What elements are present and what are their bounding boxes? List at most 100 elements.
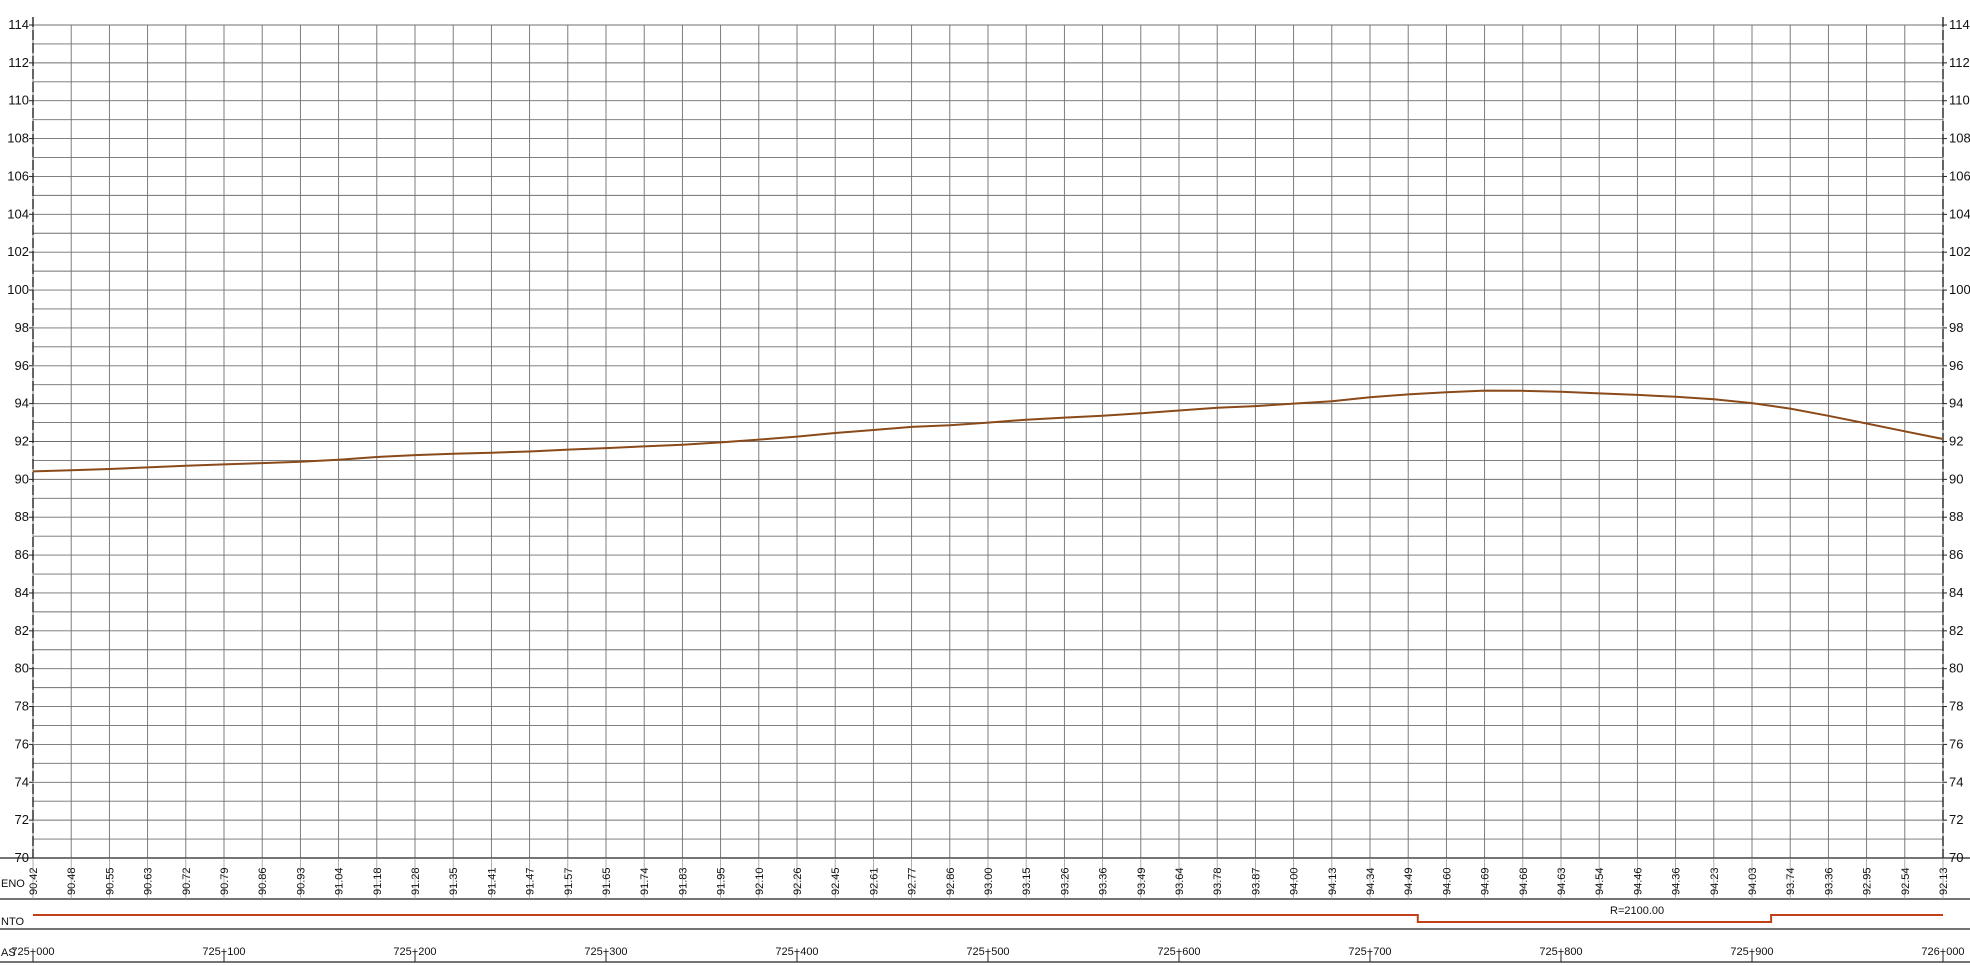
station-label: 725+400: [775, 946, 818, 958]
y-tick-label: 114: [8, 17, 29, 32]
elevation-value: 90.86: [257, 867, 269, 895]
elevation-value: 93.00: [983, 867, 995, 895]
station-label: 725+200: [393, 946, 436, 958]
elevation-value: 94.00: [1289, 867, 1301, 895]
y-tick-label: 78: [1949, 699, 1963, 714]
elevation-value: 90.63: [143, 867, 155, 895]
elevation-value: 93.78: [1212, 867, 1224, 895]
elevation-value: 91.47: [525, 867, 537, 895]
elevation-value: 94.34: [1365, 867, 1377, 895]
y-tick-label: 88: [1949, 509, 1963, 524]
alignment-diagram: [33, 914, 1943, 923]
chart-axes: [0, 17, 1970, 963]
y-tick-label: 90: [15, 471, 29, 486]
elevation-value: 91.18: [372, 867, 384, 895]
elevation-value: 91.74: [639, 867, 651, 895]
station-label: 725+100: [202, 946, 245, 958]
elevation-value: 92.13: [1938, 867, 1950, 895]
elevation-value: 90.42: [28, 867, 40, 895]
elevation-labels: 90.42 90.48 90.55 90.63 90.72 90.79 90.86 90.93…: [28, 858, 1950, 899]
y-tick-label: 112: [1949, 55, 1970, 70]
station-label: 726+000: [1921, 946, 1964, 958]
elevation-value: 90.72: [181, 867, 193, 895]
data-bands: ENO NTO AS R=2100.00: [1, 878, 1664, 959]
elevation-value: 94.36: [1671, 867, 1683, 895]
y-tick-label: 72: [1949, 812, 1963, 827]
elevation-value: 94.68: [1518, 867, 1530, 895]
station-label: 725+500: [966, 946, 1009, 958]
elevation-value: 92.77: [907, 867, 919, 895]
elevation-value: 93.87: [1250, 867, 1262, 895]
station-label: 725+700: [1348, 946, 1391, 958]
elevation-value: 92.26: [792, 867, 804, 895]
elevation-value: 90.55: [104, 867, 116, 895]
y-tick-label: 104: [1949, 206, 1970, 221]
y-tick-label: 108: [7, 131, 29, 146]
y-tick-label: 88: [15, 509, 29, 524]
elevation-value: 91.28: [410, 867, 422, 895]
elevation-value: 94.23: [1709, 867, 1721, 895]
elevation-value: 94.60: [1441, 867, 1453, 895]
elevation-value: 90.79: [219, 867, 231, 895]
elevation-value: 93.49: [1136, 867, 1148, 895]
elevation-value: 93.74: [1785, 867, 1797, 895]
elevation-value: 93.26: [1059, 867, 1071, 895]
y-tick-label: 106: [7, 168, 29, 183]
elevation-value: 94.63: [1556, 867, 1568, 895]
y-tick-label: 90: [1949, 471, 1963, 486]
y-tick-label: 84: [15, 585, 29, 600]
y-tick-label: 80: [15, 661, 29, 676]
elevation-value: 91.04: [334, 867, 346, 895]
y-tick-label: 100: [7, 282, 29, 297]
elevation-value: 91.83: [677, 867, 689, 895]
y-tick-label: 82: [1949, 623, 1963, 638]
elevation-value: 94.03: [1747, 867, 1759, 895]
y-tick-label: 100: [1949, 282, 1970, 297]
elevation-value: 92.54: [1900, 867, 1912, 895]
elevation-value: 94.13: [1327, 867, 1339, 895]
y-tick-label: 70: [1949, 850, 1963, 865]
y-tick-label: 106: [1949, 168, 1970, 183]
y-tick-label: 98: [1949, 320, 1963, 335]
y-tick-label: 74: [1949, 774, 1963, 789]
y-tick-label: 72: [15, 812, 29, 827]
y-tick-label: 102: [1949, 244, 1970, 259]
stations-row-label: AS: [1, 947, 16, 959]
y-tick-label: 82: [15, 623, 29, 638]
y-tick-label: 78: [15, 699, 29, 714]
ground-profile-series: [32, 389, 1944, 473]
elevation-value: 91.65: [601, 867, 613, 895]
elevation-value: 93.36: [1823, 867, 1835, 895]
y-tick-label: 84: [1949, 585, 1963, 600]
station-label: 725+900: [1730, 946, 1773, 958]
station-label: 725+800: [1539, 946, 1582, 958]
y-axis-right: 70 72 74 76 78 80 82 84 86 88 90 92 94 96 98 100 102 104 1…: [1943, 17, 1970, 865]
elevation-value: 91.35: [448, 867, 460, 895]
y-tick-label: 94: [1949, 396, 1963, 411]
station-label: 725+300: [584, 946, 627, 958]
y-tick-label: 102: [7, 244, 29, 259]
y-tick-label: 92: [15, 434, 29, 449]
y-tick-label: 92: [1949, 434, 1963, 449]
y-tick-label: 76: [15, 736, 29, 751]
y-tick-label: 110: [8, 93, 29, 108]
elevation-value: 91.57: [563, 867, 575, 895]
terrain-row-label: ENO: [1, 878, 25, 890]
chart-grid: [32, 24, 1944, 859]
y-tick-label: 108: [1949, 131, 1970, 146]
station-labels: 725+000 725+100 725+200 725+300 725+400 725+5…: [11, 946, 1965, 962]
station-label: 725+000: [11, 946, 54, 958]
elevation-value: 91.41: [486, 867, 498, 895]
elevation-value: 90.48: [66, 867, 78, 895]
elevation-value: 92.95: [1862, 867, 1874, 895]
y-tick-label: 70: [15, 850, 29, 865]
elevation-value: 94.49: [1403, 867, 1415, 895]
elevation-value: 92.61: [868, 867, 880, 895]
elevation-value: 94.46: [1632, 867, 1644, 895]
y-tick-label: 74: [15, 774, 29, 789]
y-tick-label: 98: [15, 320, 29, 335]
curve-radius-label: R=2100.00: [1610, 905, 1664, 917]
y-tick-label: 80: [1949, 661, 1963, 676]
elevation-value: 93.15: [1021, 867, 1033, 895]
